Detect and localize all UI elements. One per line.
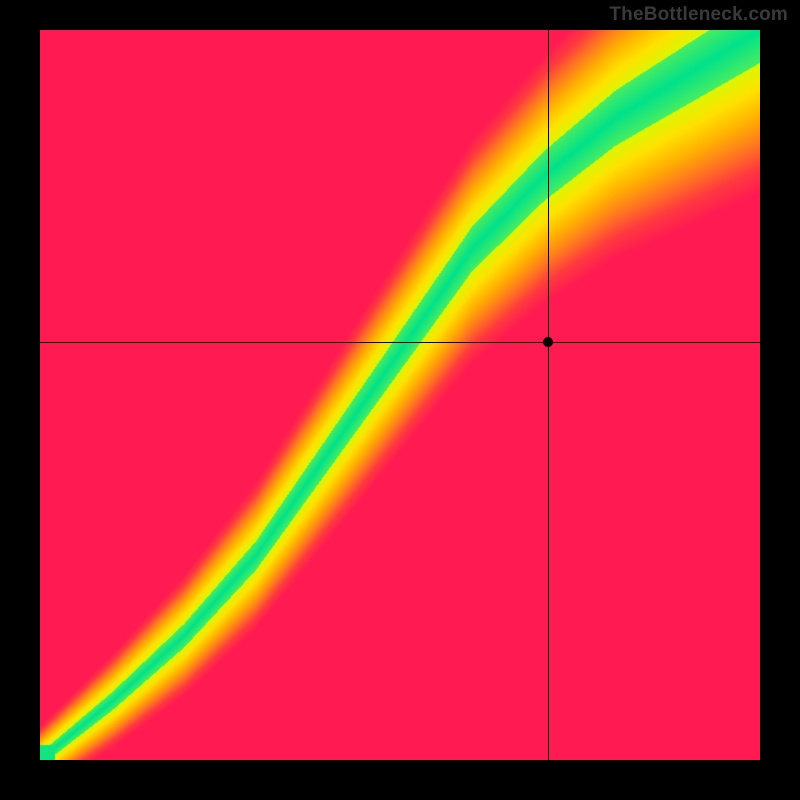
crosshair-horizontal [40,342,760,343]
heatmap-canvas [40,30,760,760]
attribution-text: TheBottleneck.com [609,4,788,26]
marker-point [543,337,553,347]
plot-frame [40,30,760,760]
crosshair-vertical [548,30,549,760]
chart-container: TheBottleneck.com [0,0,800,800]
